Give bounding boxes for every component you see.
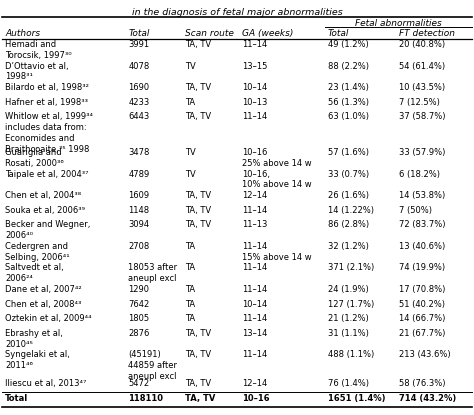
Text: 57 (1.6%): 57 (1.6%): [328, 148, 368, 157]
Text: Bilardo et al, 1998³²: Bilardo et al, 1998³²: [5, 83, 89, 92]
Text: TV: TV: [185, 62, 196, 71]
Text: TA, TV: TA, TV: [185, 379, 211, 388]
Text: 13–14: 13–14: [242, 329, 268, 338]
Text: 1690: 1690: [128, 83, 150, 92]
Text: TA, TV: TA, TV: [185, 191, 211, 200]
Text: Ebrashy et al,
2010⁴⁵: Ebrashy et al, 2010⁴⁵: [5, 329, 63, 349]
Text: Saltvedt et al,
2006²⁴: Saltvedt et al, 2006²⁴: [5, 264, 64, 283]
Text: 2876: 2876: [128, 329, 150, 338]
Text: 63 (1.0%): 63 (1.0%): [328, 112, 368, 122]
Text: 1805: 1805: [128, 314, 150, 323]
Text: Hafner et al, 1998³³: Hafner et al, 1998³³: [5, 98, 88, 107]
Text: Dane et al, 2007⁴²: Dane et al, 2007⁴²: [5, 285, 82, 294]
Text: TA, TV: TA, TV: [185, 220, 211, 229]
Text: 13–15: 13–15: [242, 62, 268, 71]
Text: 1651 (1.4%): 1651 (1.4%): [328, 393, 385, 403]
Text: 23 (1.4%): 23 (1.4%): [328, 83, 368, 92]
Text: TA, TV: TA, TV: [185, 112, 211, 122]
Text: 31 (1.1%): 31 (1.1%): [328, 329, 368, 338]
Text: 56 (1.3%): 56 (1.3%): [328, 98, 368, 107]
Text: 118110: 118110: [128, 393, 164, 403]
Text: Syngelaki et al,
2011⁴⁶: Syngelaki et al, 2011⁴⁶: [5, 351, 70, 370]
Text: TA, TV: TA, TV: [185, 40, 211, 49]
Text: Scan route: Scan route: [185, 29, 234, 38]
Text: 4078: 4078: [128, 62, 150, 71]
Text: FT detection: FT detection: [399, 29, 455, 38]
Text: TA: TA: [185, 314, 195, 323]
Text: TA: TA: [185, 98, 195, 107]
Text: 3094: 3094: [128, 220, 150, 229]
Text: 127 (1.7%): 127 (1.7%): [328, 300, 374, 309]
Text: 32 (1.2%): 32 (1.2%): [328, 242, 368, 251]
Text: 11–13: 11–13: [242, 220, 268, 229]
Text: Authors: Authors: [5, 29, 40, 38]
Text: TV: TV: [185, 170, 196, 178]
Text: 4789: 4789: [128, 170, 150, 178]
Text: 88 (2.2%): 88 (2.2%): [328, 62, 368, 71]
Text: 49 (1.2%): 49 (1.2%): [328, 40, 368, 49]
Text: Total: Total: [128, 29, 150, 38]
Text: Total: Total: [328, 29, 349, 38]
Text: Guariglia and
Rosati, 2000³⁶: Guariglia and Rosati, 2000³⁶: [5, 148, 64, 168]
Text: Cedergren and
Selbing, 2006⁴¹: Cedergren and Selbing, 2006⁴¹: [5, 242, 70, 262]
Text: 10–14: 10–14: [242, 83, 267, 92]
Text: 11–14: 11–14: [242, 351, 267, 359]
Text: 20 (40.8%): 20 (40.8%): [399, 40, 445, 49]
Text: 5472: 5472: [128, 379, 150, 388]
Text: Fetal abnormalities: Fetal abnormalities: [355, 19, 442, 28]
Text: 58 (76.3%): 58 (76.3%): [399, 379, 445, 388]
Text: Whitlow et al, 1999³⁴
includes data from:
Economides and
Braithcoaite,³⁵ 1998: Whitlow et al, 1999³⁴ includes data from…: [5, 112, 93, 154]
Text: 76 (1.4%): 76 (1.4%): [328, 379, 368, 388]
Text: 18053 after
aneupl excl: 18053 after aneupl excl: [128, 264, 178, 283]
Text: 13 (40.6%): 13 (40.6%): [399, 242, 445, 251]
Text: Iliescu et al, 2013⁴⁷: Iliescu et al, 2013⁴⁷: [5, 379, 87, 388]
Text: TA, TV: TA, TV: [185, 351, 211, 359]
Text: 24 (1.9%): 24 (1.9%): [328, 285, 368, 294]
Text: TA: TA: [185, 242, 195, 251]
Text: 33 (0.7%): 33 (0.7%): [328, 170, 369, 178]
Text: 14 (53.8%): 14 (53.8%): [399, 191, 445, 200]
Text: TA, TV: TA, TV: [185, 206, 211, 215]
Text: Chen et al, 2008⁴³: Chen et al, 2008⁴³: [5, 300, 82, 309]
Text: 10–16: 10–16: [242, 393, 270, 403]
Text: TV: TV: [185, 148, 196, 157]
Text: 86 (2.8%): 86 (2.8%): [328, 220, 369, 229]
Text: 3478: 3478: [128, 148, 150, 157]
Text: 10–16
25% above 14 w: 10–16 25% above 14 w: [242, 148, 312, 168]
Text: 7 (12.5%): 7 (12.5%): [399, 98, 439, 107]
Text: 12–14: 12–14: [242, 379, 267, 388]
Text: TA, TV: TA, TV: [185, 329, 211, 338]
Text: TA, TV: TA, TV: [185, 83, 211, 92]
Text: 11–14
15% above 14 w: 11–14 15% above 14 w: [242, 242, 312, 262]
Text: 21 (1.2%): 21 (1.2%): [328, 314, 368, 323]
Text: 1290: 1290: [128, 285, 149, 294]
Text: 6443: 6443: [128, 112, 150, 122]
Text: 11–14: 11–14: [242, 314, 267, 323]
Text: 1609: 1609: [128, 191, 150, 200]
Text: Becker and Wegner,
2006⁴⁰: Becker and Wegner, 2006⁴⁰: [5, 220, 91, 240]
Text: TA, TV: TA, TV: [185, 393, 216, 403]
Text: (45191)
44859 after
aneupl excl: (45191) 44859 after aneupl excl: [128, 351, 177, 381]
Text: 74 (19.9%): 74 (19.9%): [399, 264, 445, 273]
Text: 7 (50%): 7 (50%): [399, 206, 432, 215]
Text: 33 (57.9%): 33 (57.9%): [399, 148, 445, 157]
Text: 21 (67.7%): 21 (67.7%): [399, 329, 445, 338]
Text: 54 (61.4%): 54 (61.4%): [399, 62, 445, 71]
Text: 14 (66.7%): 14 (66.7%): [399, 314, 445, 323]
Text: 3991: 3991: [128, 40, 150, 49]
Text: 10–14: 10–14: [242, 300, 267, 309]
Text: 6 (18.2%): 6 (18.2%): [399, 170, 439, 178]
Text: Taipale et al, 2004³⁷: Taipale et al, 2004³⁷: [5, 170, 89, 178]
Text: Souka et al, 2006³⁹: Souka et al, 2006³⁹: [5, 206, 85, 215]
Text: Oztekin et al, 2009⁴⁴: Oztekin et al, 2009⁴⁴: [5, 314, 92, 323]
Text: 2708: 2708: [128, 242, 150, 251]
Text: 11–14: 11–14: [242, 40, 267, 49]
Text: 72 (83.7%): 72 (83.7%): [399, 220, 445, 229]
Text: 1148: 1148: [128, 206, 150, 215]
Text: 10–13: 10–13: [242, 98, 268, 107]
Text: 51 (40.2%): 51 (40.2%): [399, 300, 445, 309]
Text: 371 (2.1%): 371 (2.1%): [328, 264, 374, 273]
Text: 12–14: 12–14: [242, 191, 267, 200]
Text: 11–14: 11–14: [242, 112, 267, 122]
Text: Hemadi and
Torocsik, 1997³⁰: Hemadi and Torocsik, 1997³⁰: [5, 40, 72, 60]
